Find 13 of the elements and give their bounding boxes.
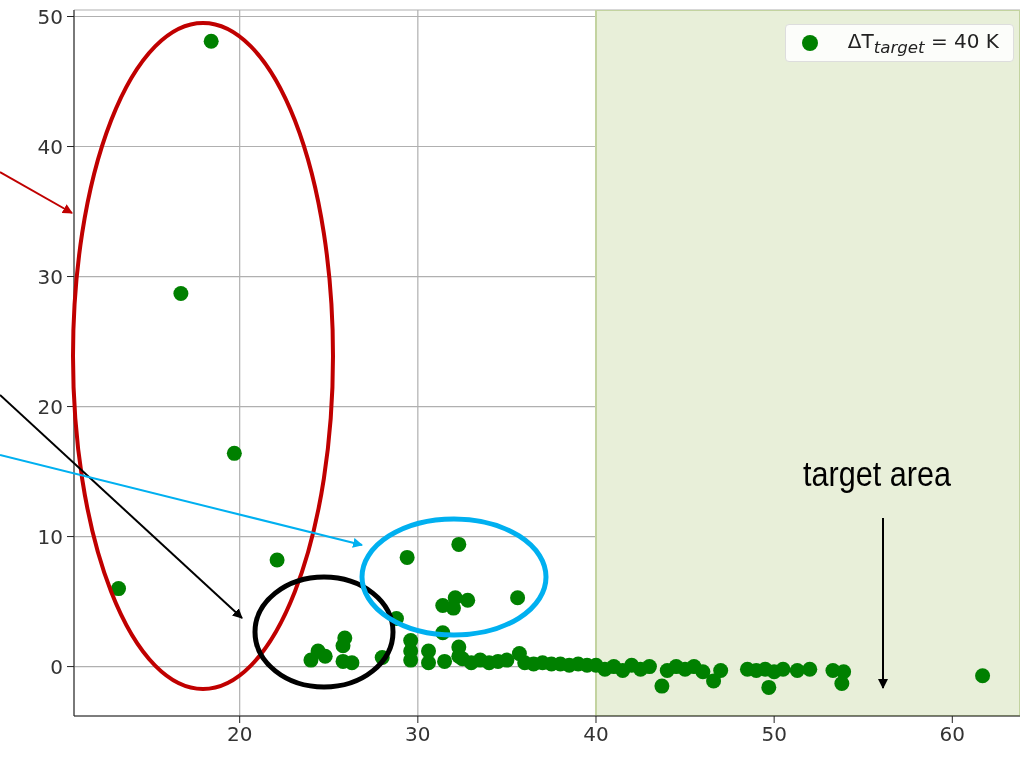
y-tick-label: 0 xyxy=(50,654,63,679)
x-tick-label: 60 xyxy=(939,722,966,747)
legend-label: ΔT$_{target}$ = 40 K xyxy=(847,29,999,57)
band-label: target area xyxy=(803,453,952,494)
y-tick-label: 40 xyxy=(37,134,63,159)
y-tick-label: 50 xyxy=(37,4,63,29)
x-tick-label: 30 xyxy=(405,722,431,747)
y-tick-label: 30 xyxy=(37,264,63,289)
x-tick-label: 20 xyxy=(226,722,253,747)
x-tick-label: 50 xyxy=(761,722,787,747)
x-tick-label: 40 xyxy=(583,722,609,747)
y-tick-label: 20 xyxy=(37,394,63,419)
y-tick-label: 10 xyxy=(37,524,63,549)
